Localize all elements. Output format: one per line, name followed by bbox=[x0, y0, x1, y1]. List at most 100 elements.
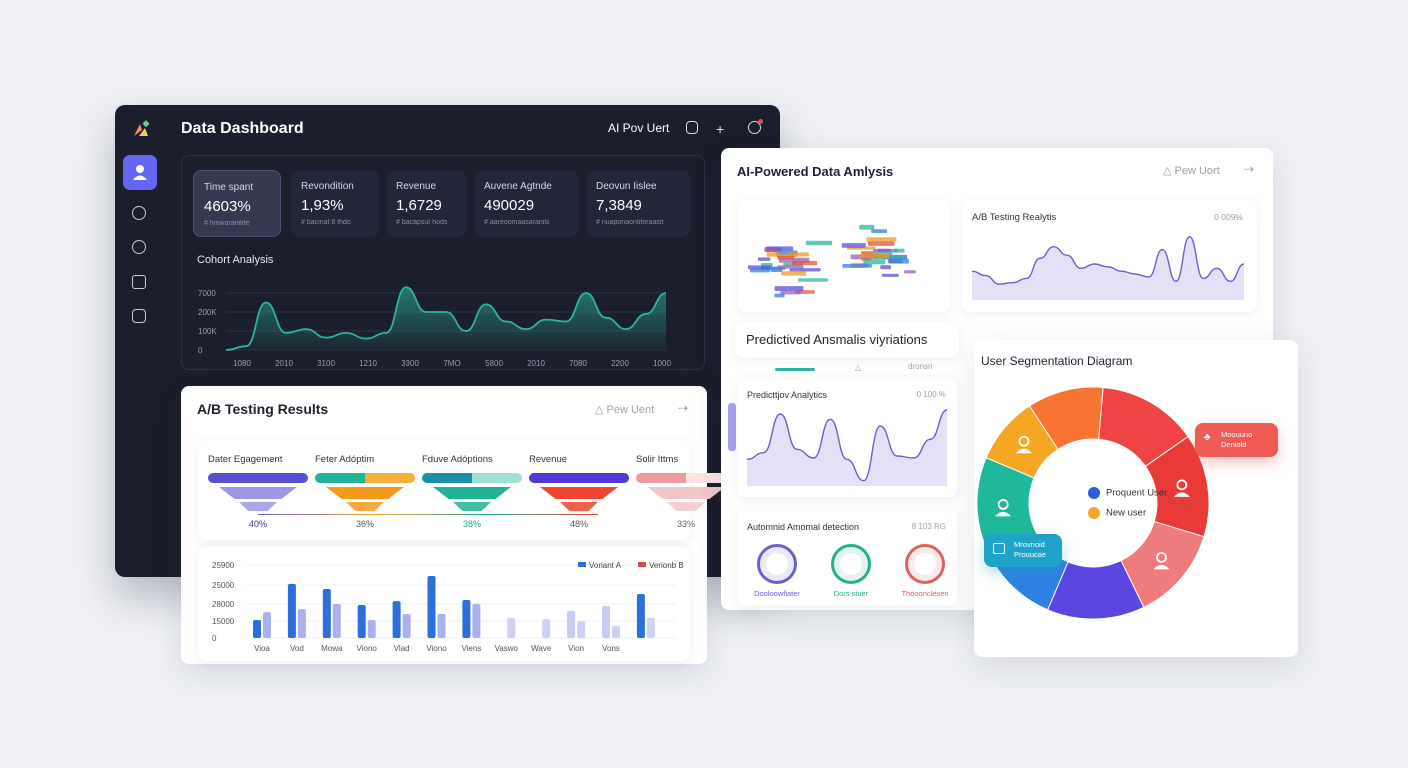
kpi-card[interactable]: Revenue 1,6729 # bacapsut hods bbox=[386, 170, 466, 237]
donut-legend: Proquent User New user bbox=[1088, 487, 1167, 519]
gauge-label: Dooloowfiater bbox=[754, 589, 800, 598]
ab-realytis-title: A/B Testing Realytis bbox=[972, 212, 1057, 223]
x-tick-label: Mowa bbox=[321, 644, 343, 653]
funnel-bar bbox=[422, 473, 522, 483]
notification-icon[interactable] bbox=[686, 121, 698, 134]
x-tick-label: 1080 bbox=[233, 359, 251, 368]
user-icon bbox=[1015, 435, 1032, 454]
segmentation-title: User Segmentation Diagram bbox=[981, 354, 1133, 368]
y-tick-label: 0 bbox=[198, 346, 203, 355]
scroll-indicator[interactable] bbox=[728, 403, 736, 451]
bar-variant-a[interactable] bbox=[567, 610, 576, 638]
bar-variant-b[interactable] bbox=[437, 614, 446, 638]
word-cloud-term bbox=[867, 241, 895, 246]
ab-action[interactable]: △ Pew Uent bbox=[595, 404, 655, 416]
bar-variant-b[interactable] bbox=[577, 621, 586, 638]
legend-swatch bbox=[578, 562, 586, 567]
logo-icon bbox=[134, 120, 150, 136]
funnel-label: Dater Egagement bbox=[208, 454, 283, 465]
bar-variant-b[interactable] bbox=[612, 625, 620, 638]
bar-variant-a[interactable] bbox=[322, 588, 331, 638]
donut-segment[interactable] bbox=[1028, 386, 1104, 451]
funnel-bar bbox=[315, 473, 415, 483]
bar-variant-a[interactable] bbox=[602, 605, 610, 638]
sidebar-item-user[interactable] bbox=[123, 155, 157, 190]
bar-variant-b[interactable] bbox=[472, 603, 481, 638]
funnel-stage bbox=[326, 487, 404, 499]
x-tick-label: 5800 bbox=[485, 359, 503, 368]
funnel-item[interactable]: Feter Adóptim 36% bbox=[315, 454, 415, 529]
kpi-card[interactable]: Deovun Iislee 7,3849 # nuaponaontiforaaist bbox=[586, 170, 690, 237]
move-icon[interactable]: + bbox=[716, 121, 725, 137]
bar-variant-b[interactable] bbox=[367, 619, 376, 638]
anomaly-gauge[interactable]: Thooonclesen bbox=[895, 544, 955, 598]
user-icon bbox=[1173, 479, 1190, 497]
y-tick-label: 15000 bbox=[212, 617, 235, 626]
legend-swatch bbox=[638, 562, 646, 567]
funnel-item[interactable]: Dater Egagement 40% bbox=[208, 454, 308, 529]
funnel-connector bbox=[258, 514, 598, 515]
gauge-ring bbox=[757, 544, 797, 584]
detection-title: Automnid Amomal detection bbox=[747, 522, 860, 532]
shield-icon[interactable] bbox=[132, 206, 146, 220]
anomalies-header: Predictived Ansmalis viyriations bbox=[735, 322, 959, 358]
refresh-icon[interactable] bbox=[132, 240, 146, 254]
bar-variant-a[interactable] bbox=[427, 575, 436, 638]
anomaly-gauge[interactable]: Dors stuer bbox=[821, 544, 881, 598]
user-icon bbox=[995, 499, 1012, 517]
x-tick-label: Viens bbox=[461, 644, 481, 653]
funnel-label: Solir Ittms bbox=[636, 454, 679, 465]
bar-variant-b[interactable] bbox=[297, 608, 306, 638]
page-title: Data Dashboard bbox=[181, 120, 304, 137]
expand-icon[interactable]: ⇢ bbox=[1244, 162, 1255, 176]
cohort-title: Cohort Analysis bbox=[197, 254, 274, 266]
bar-variant-a[interactable] bbox=[287, 583, 296, 638]
word-cloud-term bbox=[774, 293, 785, 298]
bar-variant-a[interactable] bbox=[253, 619, 261, 638]
tab-label[interactable]: dronsn bbox=[908, 362, 933, 371]
x-tick-label: Vion bbox=[568, 644, 584, 653]
word-cloud-term bbox=[871, 229, 888, 233]
bar-variant-b[interactable] bbox=[263, 612, 271, 638]
legend-item: Proquent User bbox=[1088, 487, 1167, 499]
kpi-card[interactable]: Revondition 1,93% # bacinat 8 thdo bbox=[291, 170, 379, 237]
cohort-area bbox=[226, 287, 666, 350]
bar-variant-a[interactable] bbox=[462, 599, 471, 638]
bar-variant-b[interactable] bbox=[507, 617, 516, 638]
bar-variant-b[interactable] bbox=[646, 617, 655, 638]
tab-active[interactable] bbox=[775, 368, 815, 371]
funnel-item[interactable]: Fduve Adóptions 38% bbox=[422, 454, 522, 529]
word-cloud-term bbox=[747, 265, 771, 270]
predictive-chart bbox=[747, 409, 947, 486]
bar-variant-b[interactable] bbox=[402, 614, 411, 638]
calendar-icon[interactable] bbox=[132, 309, 146, 323]
funnel-pct: 33% bbox=[676, 519, 695, 529]
segment-badge-top[interactable]: ♣ Moouuno Deniold bbox=[1195, 423, 1278, 457]
kpi-card[interactable]: Auvene Agtnde 490029 # aareoomaasaranils bbox=[474, 170, 578, 237]
bar-variant-a[interactable] bbox=[392, 601, 401, 638]
kpi-card[interactable]: Time spant 4603% # hmwaranilde bbox=[193, 170, 281, 237]
funnel-stage bbox=[346, 502, 384, 511]
y-tick-label: 25900 bbox=[212, 561, 235, 570]
word-cloud-term bbox=[904, 270, 916, 274]
bar-variant-b[interactable] bbox=[542, 619, 551, 638]
word-cloud-term bbox=[750, 268, 770, 273]
word-cloud-graphic bbox=[747, 224, 916, 298]
tab-icon[interactable]: △ bbox=[855, 363, 862, 372]
message-icon[interactable] bbox=[132, 275, 146, 289]
word-cloud-term bbox=[798, 278, 828, 282]
bar-variant-b[interactable] bbox=[332, 603, 341, 638]
x-tick-label: 7MO bbox=[443, 359, 460, 368]
bar-variant-a[interactable] bbox=[357, 605, 366, 638]
funnel-item[interactable]: Revenue 48% bbox=[529, 454, 629, 529]
settings-icon[interactable] bbox=[748, 119, 763, 134]
anomaly-gauge[interactable]: Dooloowfiater bbox=[747, 544, 807, 598]
user-label[interactable]: AI Pov Uert bbox=[608, 121, 670, 135]
segment-badge-left[interactable]: Mrovnoid Prouucae bbox=[984, 534, 1062, 567]
legend-dot bbox=[1088, 487, 1100, 499]
ai-action[interactable]: △ Pew Uort bbox=[1163, 165, 1220, 177]
funnel-label: Fduve Adóptions bbox=[422, 454, 493, 465]
funnel-item[interactable]: Solir Ittms 33% bbox=[636, 454, 736, 529]
export-icon[interactable]: ⇢ bbox=[678, 401, 689, 415]
bar-variant-a[interactable] bbox=[636, 594, 645, 638]
